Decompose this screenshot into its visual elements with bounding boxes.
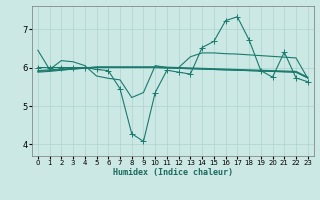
X-axis label: Humidex (Indice chaleur): Humidex (Indice chaleur): [113, 168, 233, 177]
